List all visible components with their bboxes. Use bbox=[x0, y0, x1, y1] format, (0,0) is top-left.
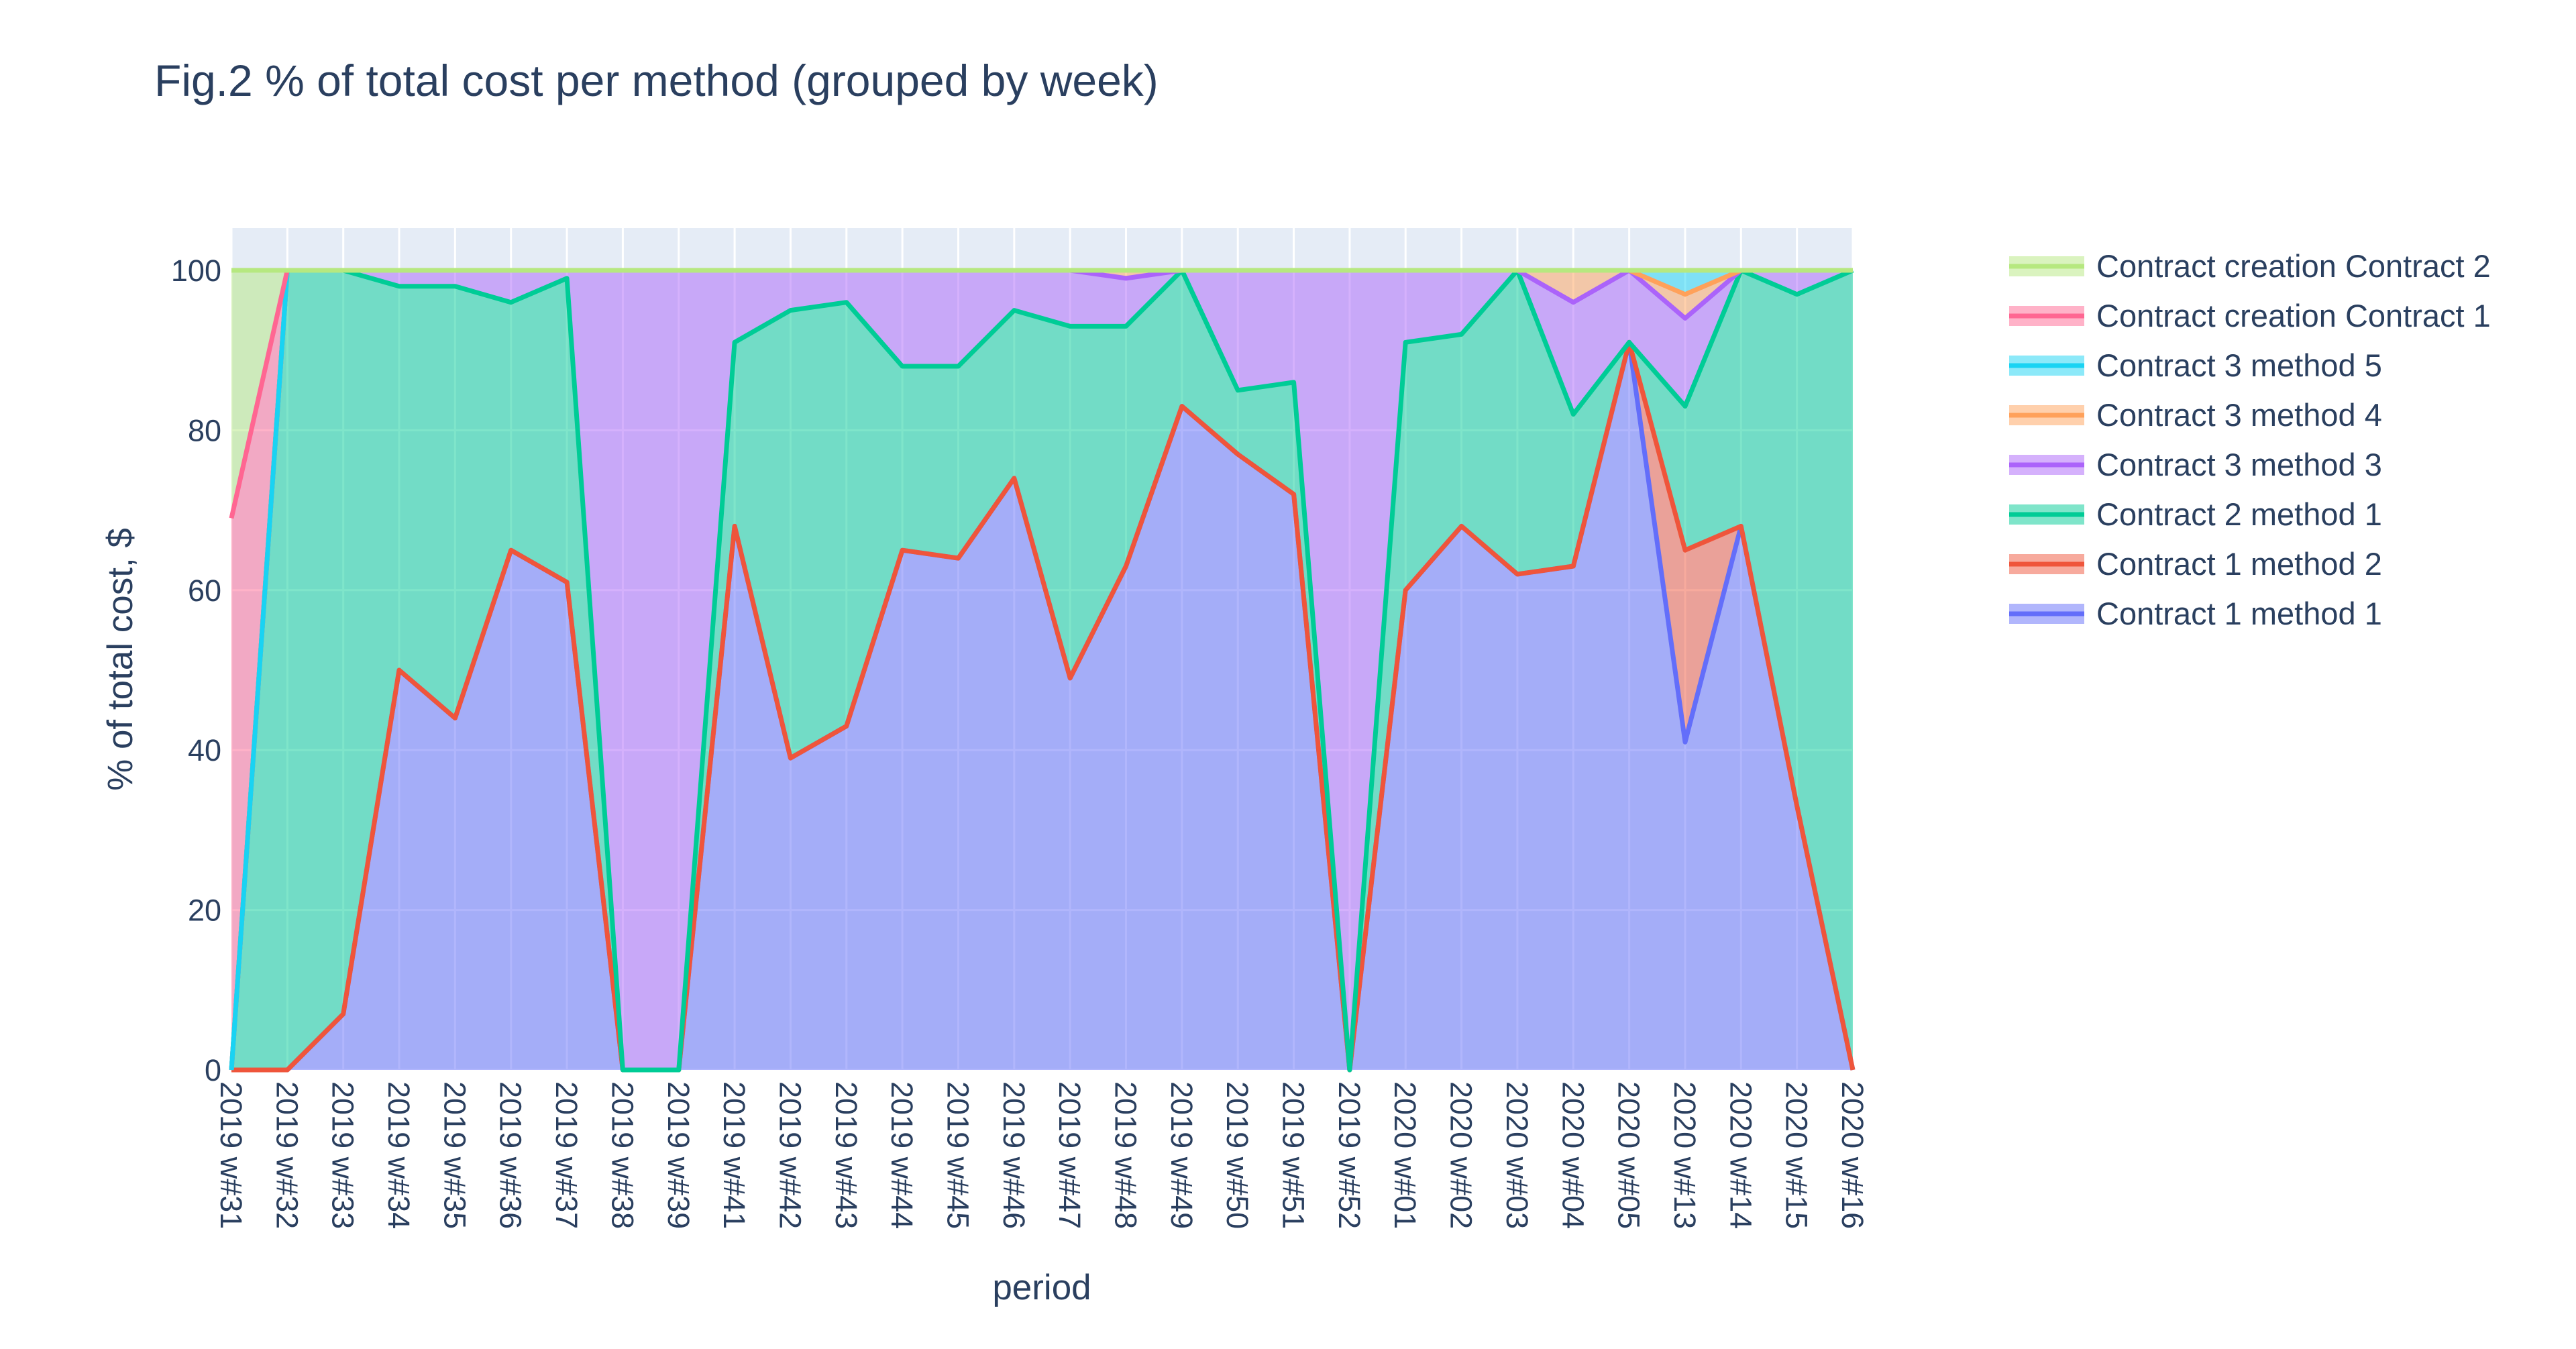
x-axis-title: period bbox=[992, 1268, 1091, 1307]
x-tick-label: 2020 w#16 bbox=[1835, 1081, 1870, 1229]
series-lines bbox=[229, 268, 1856, 1073]
legend-item-contract-creation-contract-1[interactable]: Contract creation Contract 1 bbox=[2009, 298, 2491, 333]
area-contract-2-method-1 bbox=[231, 270, 1853, 1070]
area-layers bbox=[231, 270, 1853, 1070]
x-tick-label: 2019 w#44 bbox=[885, 1081, 919, 1229]
x-tick-label: 2019 w#52 bbox=[1332, 1081, 1366, 1229]
x-tick-label: 2019 w#34 bbox=[382, 1081, 416, 1229]
legend-item-contract-2-method-1[interactable]: Contract 2 method 1 bbox=[2009, 496, 2382, 532]
legend-item-contract-3-method-3[interactable]: Contract 3 method 3 bbox=[2009, 447, 2382, 482]
legend-label: Contract 1 method 1 bbox=[2096, 596, 2382, 631]
x-tick-label: 2019 w#51 bbox=[1277, 1081, 1311, 1229]
x-tick-label: 2019 w#42 bbox=[773, 1081, 807, 1229]
legend-item-contract-creation-contract-2[interactable]: Contract creation Contract 2 bbox=[2009, 248, 2491, 284]
x-tick-label: 2020 w#02 bbox=[1444, 1081, 1479, 1229]
legend-item-contract-3-method-4[interactable]: Contract 3 method 4 bbox=[2009, 397, 2382, 433]
y-tick-label: 100 bbox=[171, 254, 221, 288]
y-tick-label: 40 bbox=[188, 733, 221, 767]
x-tick-label: 2019 w#33 bbox=[326, 1081, 360, 1229]
legend-item-contract-1-method-1[interactable]: Contract 1 method 1 bbox=[2009, 596, 2382, 631]
legend-label: Contract 3 method 4 bbox=[2096, 397, 2382, 433]
x-axis-ticks: 2019 w#31 2019 w#32 2019 w#33 2019 w#34 2019… bbox=[214, 1081, 1870, 1229]
legend-item-contract-3-method-5[interactable]: Contract 3 method 5 bbox=[2009, 347, 2382, 383]
x-tick-label: 2019 w#37 bbox=[549, 1081, 584, 1229]
area-contract-3-method-3 bbox=[231, 270, 1853, 1070]
x-tick-label: 2020 w#15 bbox=[1780, 1081, 1814, 1229]
x-tick-label: 2020 w#05 bbox=[1612, 1081, 1646, 1229]
x-tick-label: 2019 w#50 bbox=[1220, 1081, 1254, 1229]
y-axis-title: % of total cost, $ bbox=[101, 528, 140, 791]
chart-title: Fig.2 % of total cost per method (groupe… bbox=[154, 56, 1159, 105]
x-tick-label: 2020 w#04 bbox=[1556, 1081, 1590, 1229]
x-tick-label: 2020 w#01 bbox=[1388, 1081, 1422, 1229]
x-tick-label: 2019 w#48 bbox=[1109, 1081, 1143, 1229]
area-contract-1-method-1 bbox=[231, 342, 1853, 1070]
legend-label: Contract 1 method 2 bbox=[2096, 546, 2382, 582]
x-tick-label: 2019 w#46 bbox=[997, 1081, 1031, 1229]
x-tick-label: 2019 w#31 bbox=[214, 1081, 248, 1229]
legend-label: Contract 3 method 3 bbox=[2096, 447, 2382, 482]
y-tick-label: 0 bbox=[205, 1053, 221, 1087]
legend-label: Contract 3 method 5 bbox=[2096, 347, 2382, 383]
x-tick-label: 2019 w#36 bbox=[494, 1081, 528, 1229]
x-tick-label: 2019 w#43 bbox=[829, 1081, 863, 1229]
x-tick-label: 2019 w#35 bbox=[437, 1081, 472, 1229]
legend-item-contract-1-method-2[interactable]: Contract 1 method 2 bbox=[2009, 546, 2382, 582]
y-tick-label: 20 bbox=[188, 894, 221, 928]
line-contract-1-method-2 bbox=[231, 339, 1856, 1073]
legend-label: Contract creation Contract 2 bbox=[2096, 248, 2491, 284]
x-tick-label: 2020 w#14 bbox=[1723, 1081, 1758, 1229]
legend-label: Contract 2 method 1 bbox=[2096, 496, 2382, 532]
y-tick-label: 80 bbox=[188, 413, 221, 447]
x-tick-label: 2019 w#45 bbox=[941, 1081, 975, 1229]
x-tick-label: 2019 w#38 bbox=[605, 1081, 639, 1229]
y-tick-label: 60 bbox=[188, 574, 221, 608]
x-tick-label: 2019 w#49 bbox=[1165, 1081, 1199, 1229]
line-contract-2-method-1 bbox=[229, 268, 1854, 1073]
y-axis-ticks: 0 20 40 60 80 100 bbox=[171, 254, 221, 1087]
legend-label: Contract creation Contract 1 bbox=[2096, 298, 2491, 333]
x-tick-label: 2019 w#47 bbox=[1053, 1081, 1087, 1229]
x-tick-label: 2019 w#32 bbox=[270, 1081, 304, 1229]
x-tick-label: 2019 w#41 bbox=[717, 1081, 751, 1229]
legend[interactable]: Contract creation Contract 2 Contract cre… bbox=[2009, 248, 2491, 631]
x-tick-label: 2020 w#03 bbox=[1500, 1081, 1534, 1229]
x-tick-label: 2019 w#39 bbox=[661, 1081, 696, 1229]
x-tick-label: 2020 w#13 bbox=[1668, 1081, 1702, 1229]
